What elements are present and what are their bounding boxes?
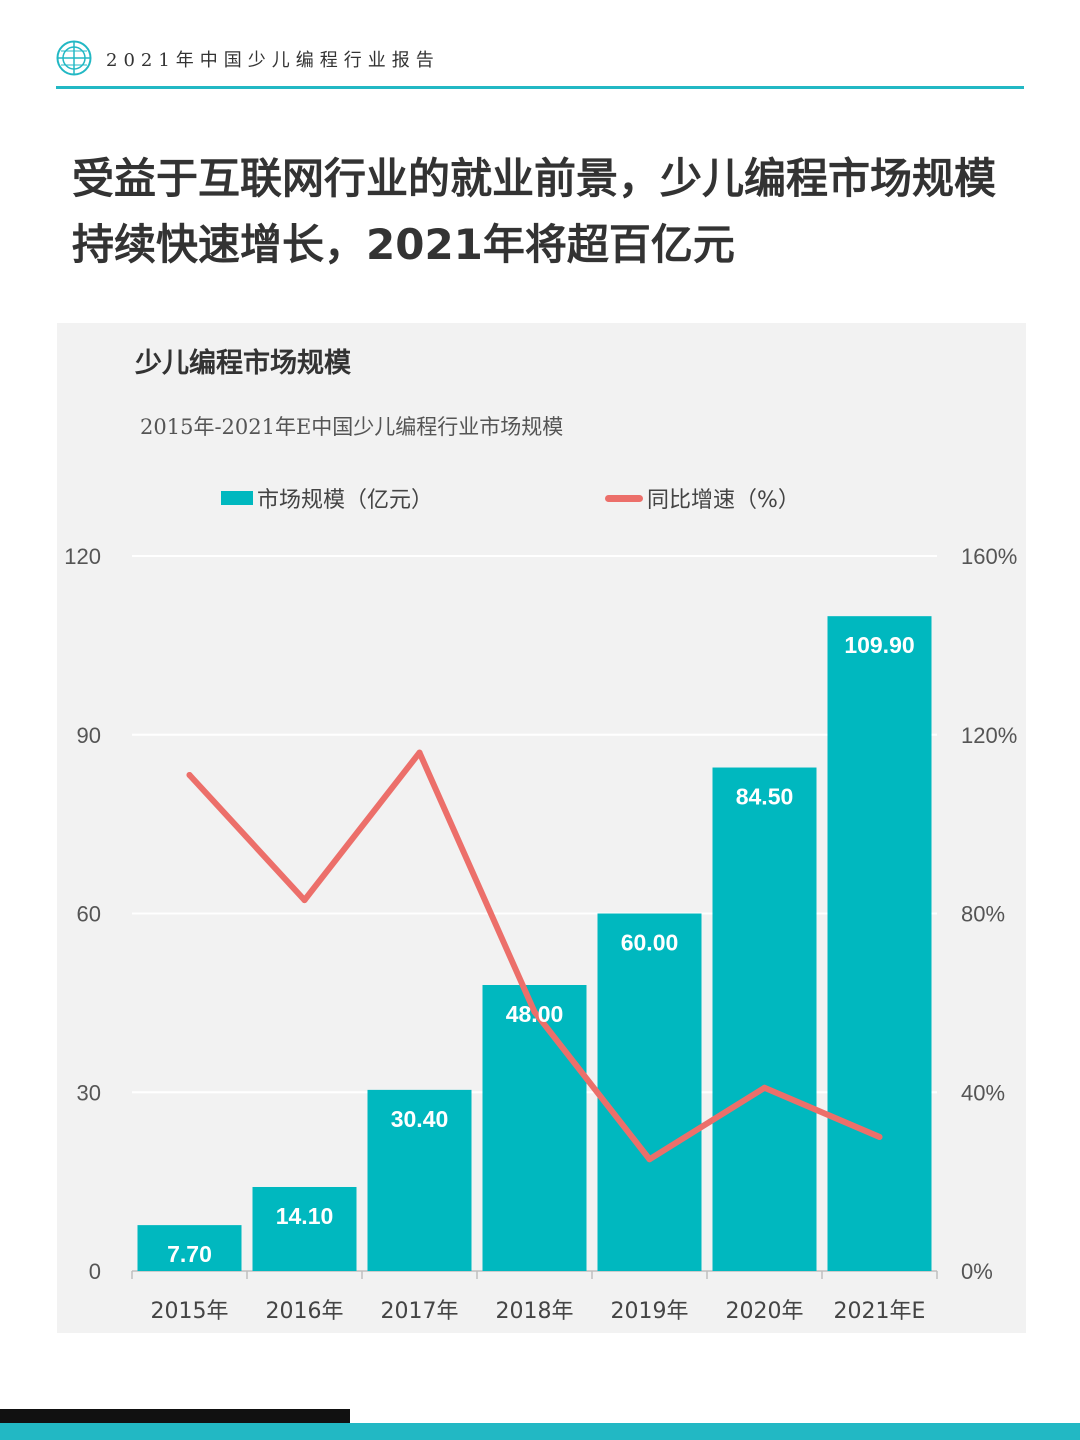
bar — [482, 985, 587, 1271]
y-right-tick-label: 40% — [961, 1080, 1005, 1105]
bar-value-label: 48.00 — [506, 1001, 564, 1027]
line-point — [186, 771, 193, 778]
legend-bar-swatch — [221, 491, 253, 505]
bar — [827, 616, 932, 1271]
line-point — [531, 1008, 538, 1015]
report-title: 2021年中国少儿编程行业报告 — [106, 50, 440, 71]
bar — [137, 1225, 242, 1271]
x-tick-label: 2018年 — [496, 1299, 574, 1324]
bar-value-label: 84.50 — [736, 784, 794, 810]
chart-panel: 少儿编程市场规模 2015年-2021年E中国少儿编程行业市场规模 市场规模（亿… — [57, 323, 1026, 1333]
y-left-tick-label: 30 — [77, 1080, 101, 1105]
chart-legend: 市场规模（亿元） 同比增速（%） — [57, 483, 1026, 513]
bar — [252, 1186, 357, 1271]
bar-value-label: 7.70 — [167, 1241, 212, 1267]
y-left-tick-label: 120 — [64, 544, 101, 569]
x-tick-label: 2020年 — [726, 1299, 804, 1324]
footer-bar-accent — [0, 1423, 1080, 1440]
x-tick-label: 2017年 — [381, 1299, 459, 1324]
bar — [597, 913, 702, 1271]
line-point — [646, 1156, 653, 1163]
legend-item-market-size: 市场规模（亿元） — [221, 483, 433, 513]
x-tick-label: 2015年 — [151, 1299, 229, 1324]
y-right-tick-label: 120% — [961, 723, 1017, 748]
x-tick-label: 2016年 — [266, 1299, 344, 1324]
header-divider — [56, 86, 1024, 89]
line-point — [416, 749, 423, 756]
report-header: 2021年中国少儿编程行业报告 — [56, 40, 1024, 90]
line-point — [876, 1133, 883, 1140]
line-point — [761, 1084, 768, 1091]
legend-label-growth-rate: 同比增速（%） — [647, 488, 800, 513]
x-tick-label: 2019年 — [611, 1299, 689, 1324]
y-right-tick-label: 160% — [961, 544, 1017, 569]
y-left-tick-label: 0 — [89, 1259, 101, 1284]
x-tick-label: 2021年E — [834, 1299, 926, 1324]
y-right-tick-label: 0% — [961, 1259, 993, 1284]
y-left-tick-label: 90 — [77, 723, 101, 748]
page-headline: 受益于互联网行业的就业前景，少儿编程市场规模持续快速增长，2021年将超百亿元 — [72, 154, 997, 269]
bar-value-label: 30.40 — [391, 1106, 449, 1132]
globe-logo-icon — [56, 40, 92, 76]
bar-value-label: 60.00 — [621, 930, 679, 956]
legend-item-growth-rate: 同比增速（%） — [605, 483, 800, 513]
y-right-tick-label: 80% — [961, 902, 1005, 927]
bar — [712, 767, 817, 1271]
chart-title: 少儿编程市场规模 — [135, 348, 351, 379]
combo-chart: 0 30 60 90 120 0% 40% 80% 120% 160% 7.70 14.10 30.40… — [64, 544, 1017, 1324]
legend-line-swatch — [605, 494, 643, 502]
line-point — [301, 897, 308, 904]
y-left-tick-label: 60 — [77, 902, 101, 927]
chart-subtitle: 2015年-2021年E中国少儿编程行业市场规模 — [140, 415, 564, 439]
bar-value-label: 109.90 — [844, 632, 914, 658]
bar — [367, 1089, 472, 1271]
legend-label-market-size: 市场规模（亿元） — [257, 488, 434, 513]
footer-bar-dark — [0, 1409, 350, 1423]
bar-value-label: 14.10 — [276, 1203, 334, 1229]
